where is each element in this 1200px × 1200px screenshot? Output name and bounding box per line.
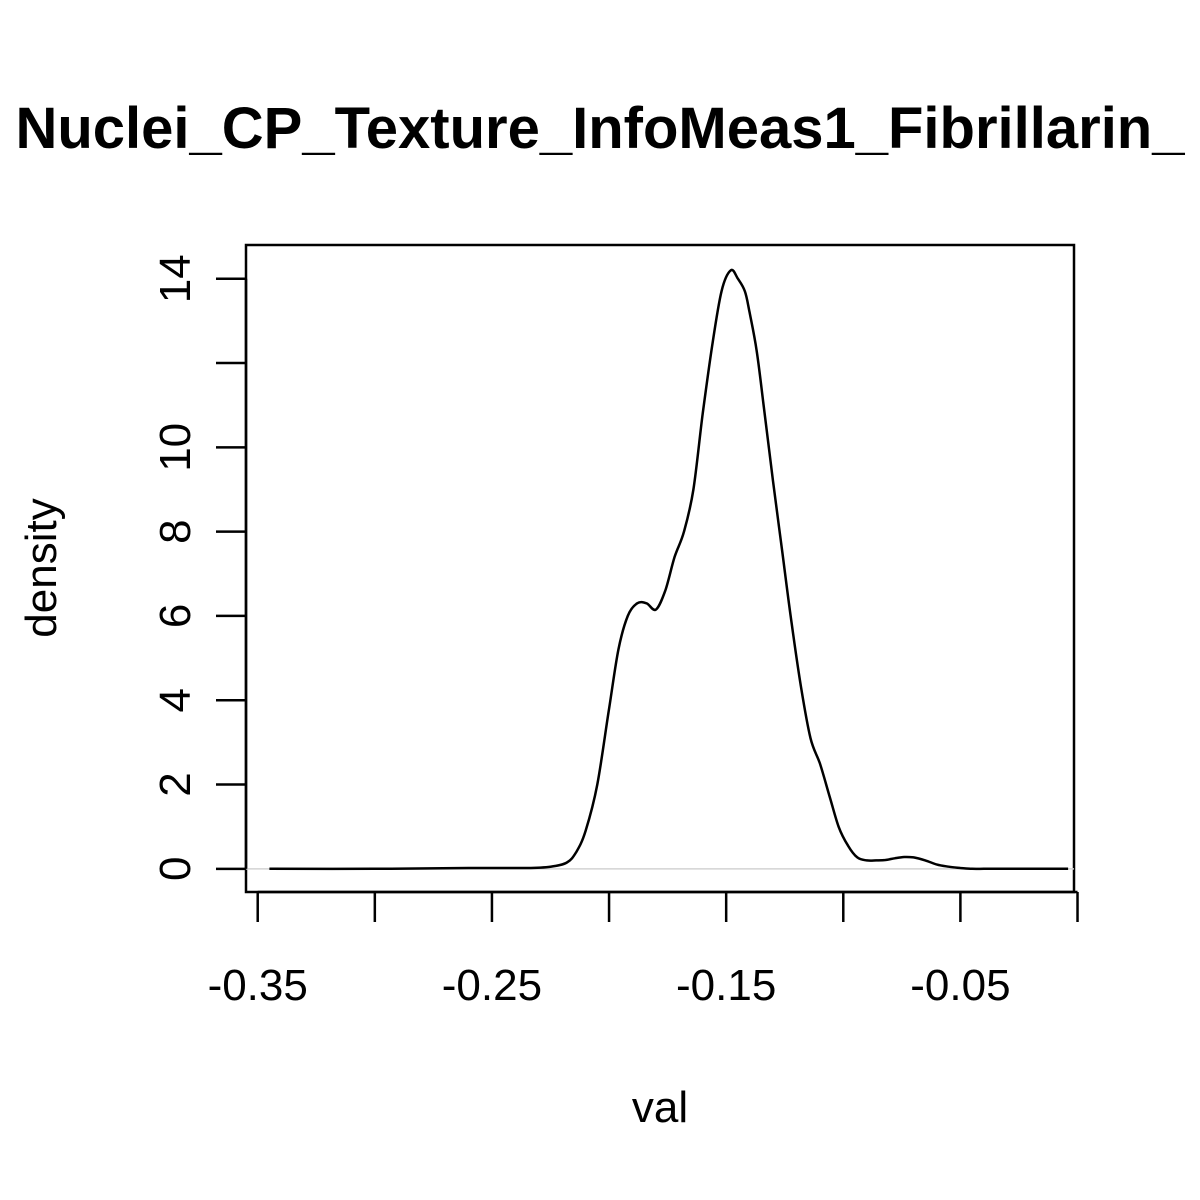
plot-frame <box>244 243 1076 894</box>
y-tick-label: 2 <box>151 772 200 796</box>
y-tick-label: 8 <box>151 519 200 543</box>
y-tick-label: 4 <box>151 688 200 712</box>
x-tick-label: -0.05 <box>910 961 1010 1010</box>
y-axis-label: density <box>17 498 66 637</box>
chart-title: Nuclei_CP_Texture_InfoMeas1_Fibrillarin_ <box>15 96 1185 161</box>
x-tick-label: -0.25 <box>442 961 542 1010</box>
y-tick-label: 10 <box>151 423 200 472</box>
x-tick-label: -0.35 <box>208 961 308 1010</box>
y-tick-label: 14 <box>151 254 200 303</box>
y-tick-label: 6 <box>151 604 200 628</box>
density-line <box>269 268 1069 871</box>
y-axis: 0 2 4 6 8 10 14 <box>151 254 248 881</box>
x-axis: -0.35 -0.25 -0.15 -0.05 <box>208 890 1079 1010</box>
x-axis-label: val <box>632 1083 688 1132</box>
plot-area <box>246 268 1074 871</box>
x-tick-label: -0.15 <box>676 961 776 1010</box>
y-tick-label: 0 <box>151 857 200 881</box>
